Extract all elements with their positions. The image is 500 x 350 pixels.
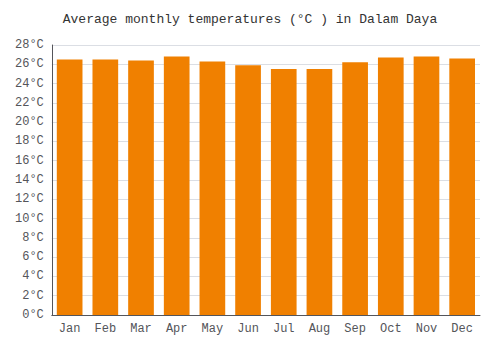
- svg-text:Nov: Nov: [416, 322, 438, 336]
- svg-text:4°C: 4°C: [22, 269, 44, 283]
- svg-text:Apr: Apr: [166, 322, 188, 336]
- svg-text:Dec: Dec: [451, 322, 473, 336]
- svg-text:Mar: Mar: [130, 322, 152, 336]
- svg-text:Oct: Oct: [380, 322, 402, 336]
- svg-text:22°C: 22°C: [15, 96, 44, 110]
- svg-text:Jul: Jul: [273, 322, 295, 336]
- svg-text:8°C: 8°C: [22, 231, 44, 245]
- svg-text:18°C: 18°C: [15, 134, 44, 148]
- svg-text:Jan: Jan: [59, 322, 81, 336]
- svg-text:Sep: Sep: [344, 322, 366, 336]
- svg-text:Feb: Feb: [95, 322, 117, 336]
- svg-text:Jun: Jun: [237, 322, 259, 336]
- svg-text:6°C: 6°C: [22, 250, 44, 264]
- svg-text:Aug: Aug: [309, 322, 331, 336]
- svg-text:28°C: 28°C: [15, 38, 44, 52]
- svg-text:0°C: 0°C: [22, 308, 44, 322]
- svg-text:16°C: 16°C: [15, 154, 44, 168]
- svg-text:2°C: 2°C: [22, 289, 44, 303]
- svg-text:26°C: 26°C: [15, 57, 44, 71]
- svg-text:Average monthly temperatures (: Average monthly temperatures (°C ) in Da…: [63, 12, 438, 27]
- svg-text:May: May: [202, 322, 224, 336]
- svg-text:14°C: 14°C: [15, 173, 44, 187]
- svg-text:10°C: 10°C: [15, 212, 44, 226]
- svg-text:12°C: 12°C: [15, 192, 44, 206]
- svg-text:24°C: 24°C: [15, 77, 44, 91]
- svg-text:20°C: 20°C: [15, 115, 44, 129]
